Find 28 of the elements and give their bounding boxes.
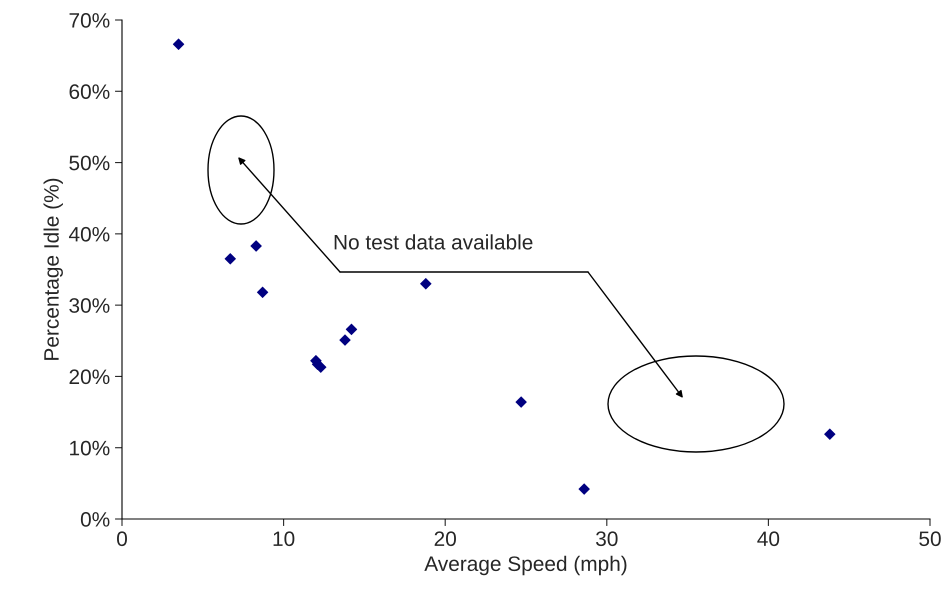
x-tick-label: 40 — [757, 531, 780, 546]
y-tick-label: 20% — [70, 369, 110, 384]
x-tick-label: 30 — [596, 531, 618, 546]
x-tick-label: 20 — [434, 531, 456, 546]
point — [256, 286, 268, 298]
point — [420, 278, 432, 290]
y-tick-label: 0% — [80, 512, 110, 527]
y-tick-label: 30% — [69, 298, 110, 313]
y-tick-label: 40% — [68, 226, 110, 242]
x-tick-label: 0 — [117, 531, 127, 546]
point — [224, 253, 236, 264]
point — [315, 361, 326, 373]
y-tick-label: 60% — [70, 84, 110, 100]
point — [346, 324, 358, 336]
y-tick-label: 50% — [69, 156, 110, 170]
x-axis-title: Average Speed (mph) — [424, 556, 626, 576]
y-axis-title: Percentage Idle (%) — [44, 178, 63, 360]
x-tick-label: 10 — [274, 531, 294, 546]
y-tick-label: 70% — [70, 13, 110, 28]
point — [339, 334, 351, 346]
point — [515, 396, 527, 408]
annotation: No test data available — [334, 234, 532, 250]
x-tick-label: 50 — [919, 531, 941, 546]
point — [824, 428, 836, 440]
point — [172, 38, 184, 50]
point — [250, 240, 262, 252]
y-tick-label: 10% — [70, 440, 110, 456]
point — [578, 483, 590, 495]
